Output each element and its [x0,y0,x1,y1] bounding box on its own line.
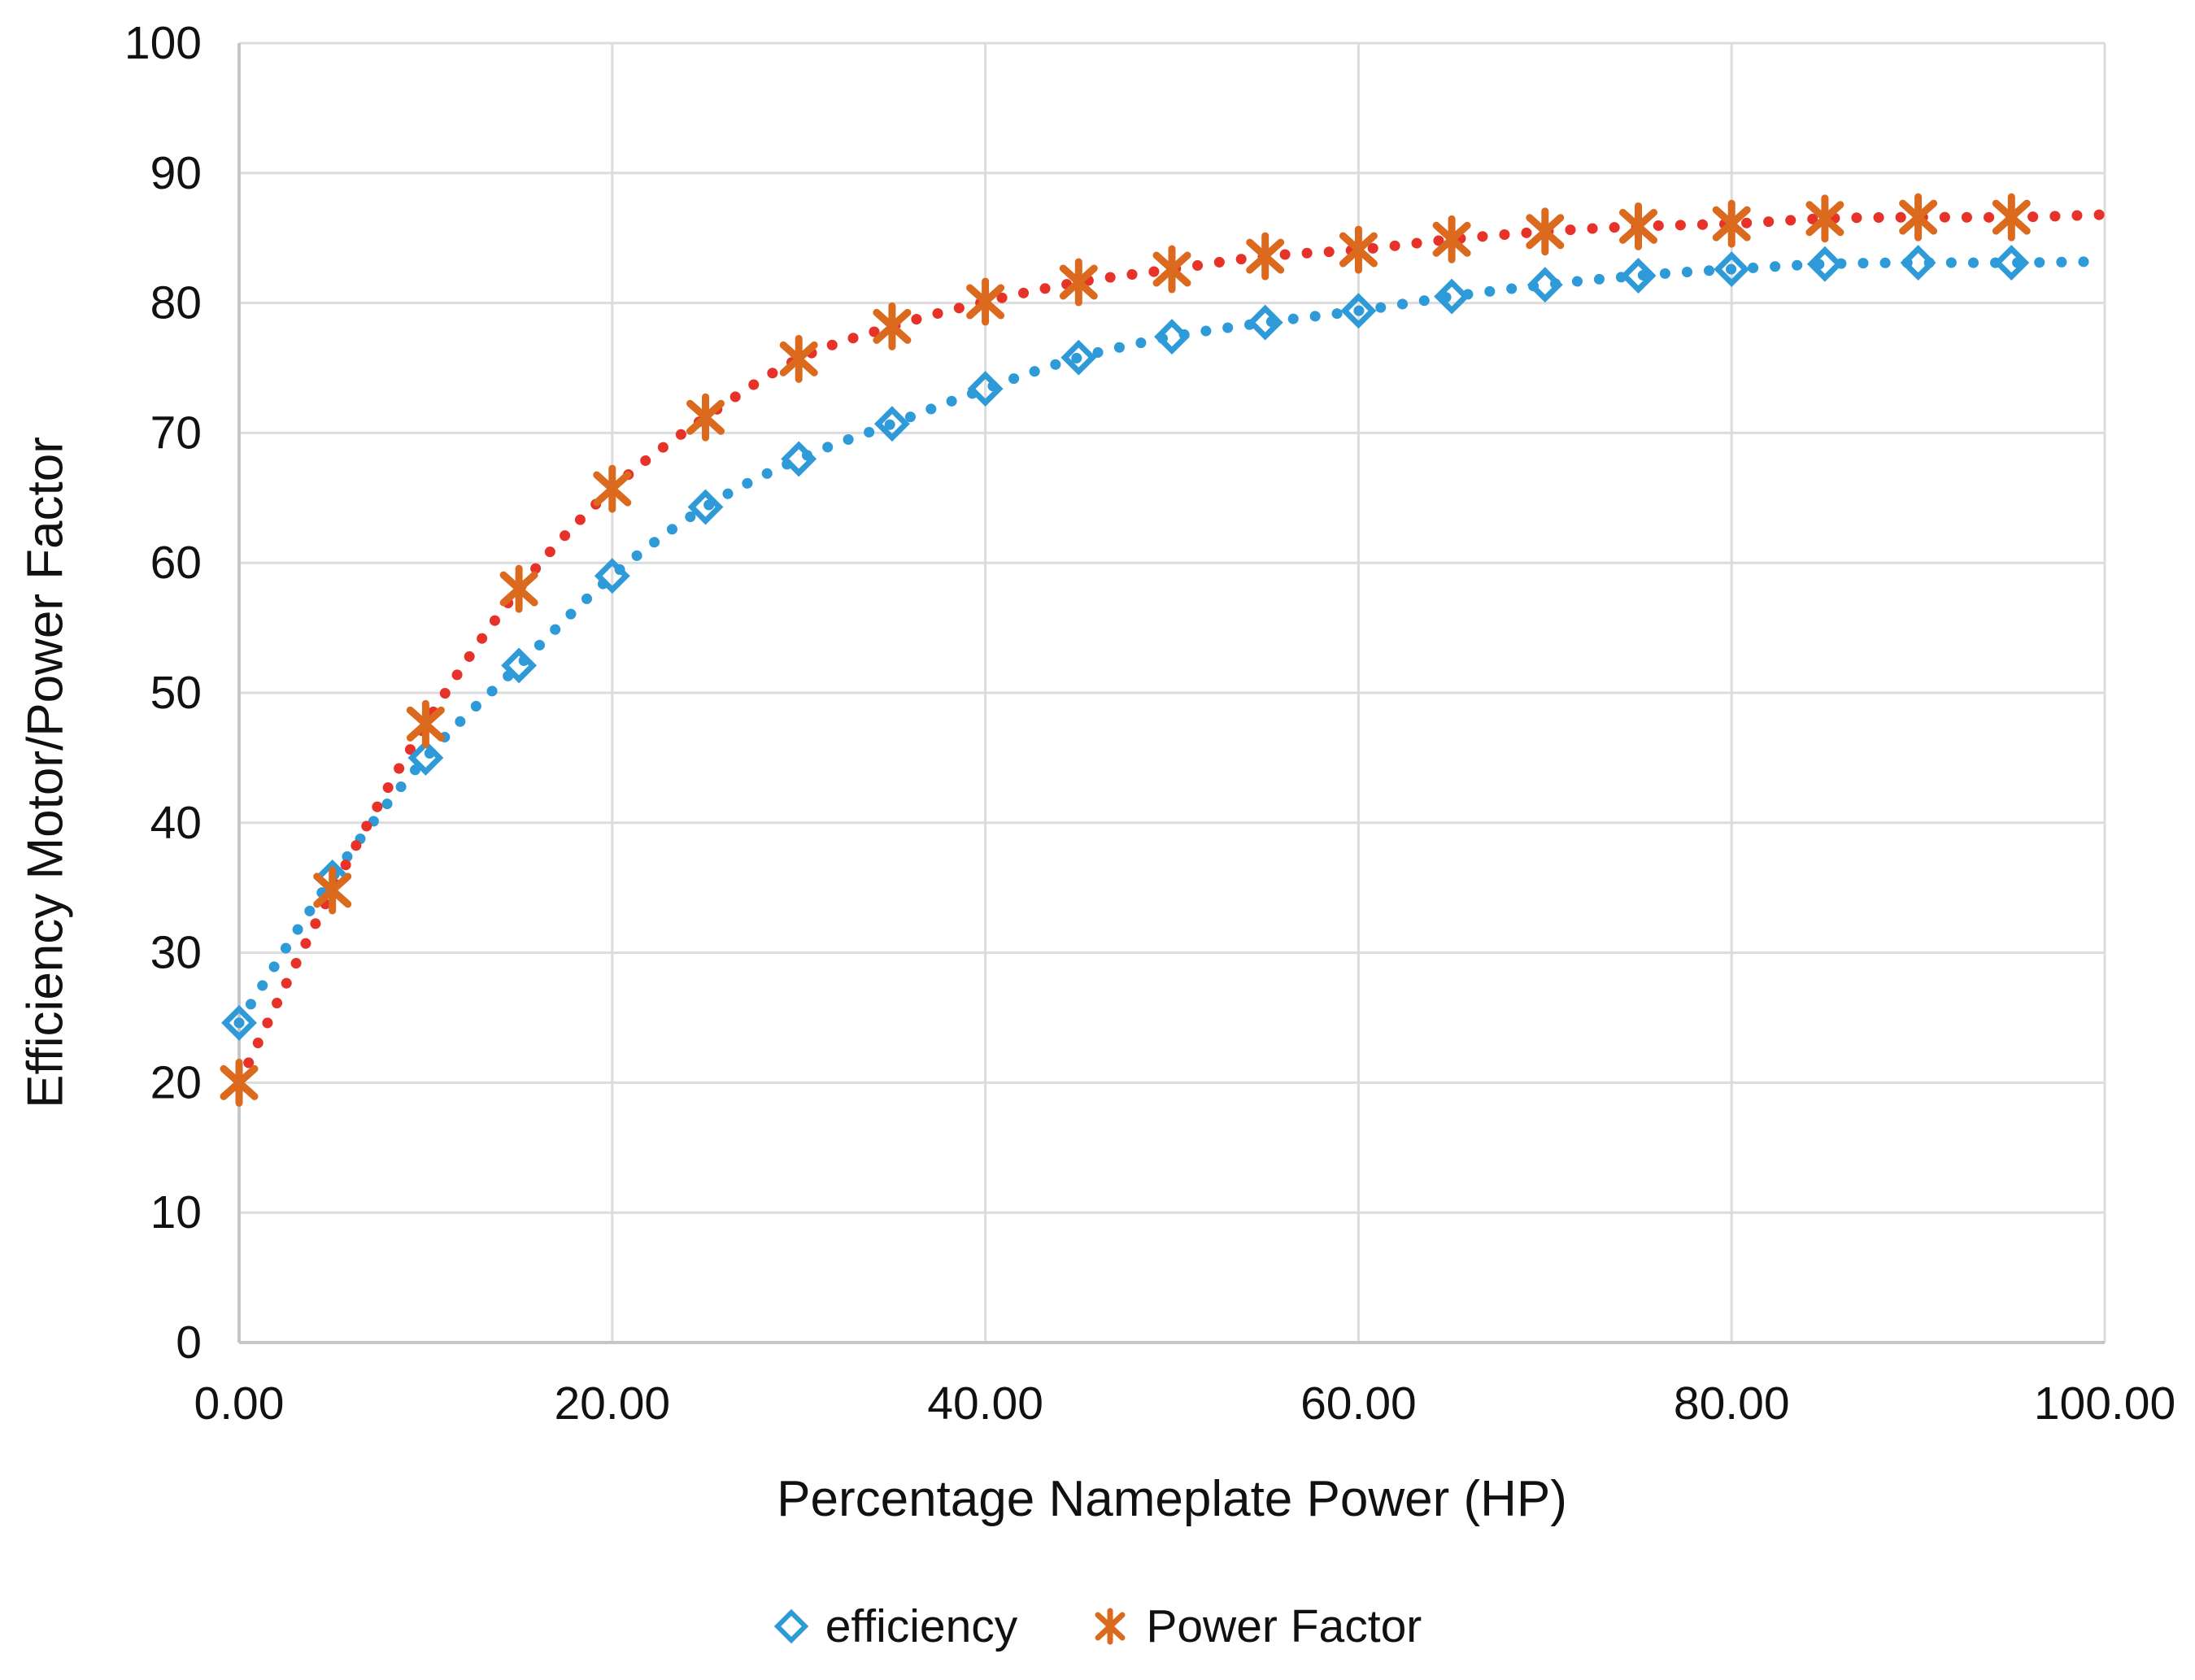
asterisk-stroke [1619,208,1657,244]
series-efficiency-marker-19 [1993,245,2030,281]
series-power-factor-marker-13 [1432,215,1471,263]
asterisk-stroke [593,471,632,507]
asterisk-stroke [1432,221,1471,257]
series-power-factor-marker-8 [966,277,1005,326]
asterisk-stroke [1712,206,1751,242]
series-efficiency-marker-7 [873,406,910,442]
y-tick-label-60: 60 [150,537,202,589]
asterisk-stroke [1152,251,1191,287]
asterisk-stroke [779,341,818,376]
x-tick-label-20.00: 20.00 [554,1378,670,1430]
y-tick-label-40: 40 [150,797,202,849]
y-tick-label-20: 20 [150,1056,202,1108]
series-power-factor-marker-12 [1339,225,1378,274]
asterisk-stroke [1526,214,1565,250]
y-tick-label-100: 100 [124,17,202,69]
series-power-factor-marker-11 [1246,232,1285,281]
series-power-factor-marker-9 [1059,258,1098,307]
series-efficiency-marker-16 [1714,251,1750,288]
series-power-factor-marker-18 [1899,193,1938,242]
y-tick-label-10: 10 [150,1186,202,1238]
legend-label-efficiency: efficiency [825,1600,1018,1652]
series-efficiency-marker-12 [1340,293,1377,329]
y-tick-label-30: 30 [150,927,202,979]
y-tick-label-0: 0 [176,1317,202,1369]
series-efficiency-marker-14 [1526,267,1563,303]
series-efficiency-marker-15 [1620,258,1657,294]
legend-item-power-factor: Power Factor [1091,1599,1422,1653]
open-diamond-icon [773,1608,808,1644]
y-axis-title: Efficiency Motor/Power Factor [17,437,74,1108]
y-tick-label-90: 90 [150,147,202,199]
asterisk-stroke [1992,199,2031,235]
series-efficiency-marker-6 [781,441,817,477]
series-power-factor-marker-1 [313,866,352,915]
x-tick-label-40.00: 40.00 [927,1378,1043,1430]
asterisk-stroke [1059,264,1098,300]
asterisk-stroke [220,1064,259,1100]
legend: efficiency Power Factor [0,1586,2195,1667]
legend-item-efficiency: efficiency [773,1599,1018,1653]
series-efficiency-marker-10 [1154,319,1190,355]
trendline-power-factor [233,209,2110,1088]
trendline-efficiency [233,256,2110,1029]
series-power-factor-marker-5 [686,393,725,442]
x-tick-label-0.00: 0.00 [194,1378,285,1430]
series-power-factor-marker-19 [1992,193,2031,242]
series-efficiency-marker-11 [1247,304,1283,341]
legend-label-power-factor: Power Factor [1146,1600,1422,1652]
series-efficiency-marker-0 [221,1004,257,1041]
asterisk-stroke [313,873,352,908]
series-power-factor-marker-0 [220,1058,259,1107]
x-tick-label-80.00: 80.00 [1674,1378,1790,1430]
series-efficiency-marker-8 [967,371,1004,407]
series-efficiency-marker-13 [1434,278,1470,315]
x-axis-title: Percentage Nameplate Power (HP) [777,1471,1567,1527]
series-power-factor-marker-2 [406,699,445,748]
asterisk-stroke [686,399,725,435]
y-tick-label-80: 80 [150,277,202,329]
asterisk-stroke [1805,201,1844,237]
series-power-factor-marker-7 [873,302,912,350]
series-power-factor-marker-10 [1152,245,1191,294]
asterisk-stroke [499,571,538,607]
series-power-factor-marker-3 [499,564,538,613]
y-tick-label-70: 70 [150,407,202,459]
asterisk-stroke [873,308,912,344]
series-power-factor-marker-6 [779,334,818,383]
series-efficiency-marker-4 [594,558,630,594]
series-efficiency-marker-5 [687,489,724,525]
asterisk-stroke [1899,199,1938,235]
asterisk-stroke [966,284,1005,320]
series-efficiency-marker-18 [1900,245,1936,281]
series-power-factor-marker-15 [1619,202,1657,250]
asterisk-stroke [1246,238,1285,274]
series-power-factor-marker-17 [1805,194,1844,243]
series-efficiency-marker-3 [501,647,538,684]
series-efficiency-marker-9 [1060,339,1097,376]
x-tick-label-100.00: 100.00 [2034,1378,2175,1430]
series-efficiency-marker-17 [1806,246,1843,282]
asterisk-icon [1095,1608,1126,1645]
asterisk-stroke [1339,232,1378,268]
series-power-factor-marker-14 [1526,207,1565,256]
y-tick-label-50: 50 [150,667,202,719]
series-power-factor-marker-16 [1712,199,1751,248]
asterisk-stroke [406,706,445,742]
series-efficiency-marker-2 [407,739,444,776]
series-power-factor-marker-4 [593,464,632,513]
x-tick-label-60.00: 60.00 [1300,1378,1417,1430]
